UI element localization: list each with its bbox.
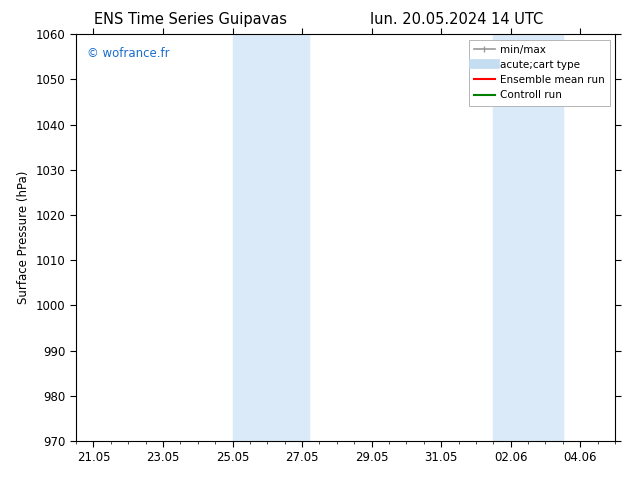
- Bar: [493, 34, 521, 441]
- Y-axis label: Surface Pressure (hPa): Surface Pressure (hPa): [17, 171, 30, 304]
- Text: ENS Time Series Guipavas: ENS Time Series Guipavas: [94, 12, 287, 27]
- Bar: [521, 34, 563, 441]
- Bar: [233, 34, 268, 441]
- Bar: [268, 34, 309, 441]
- Legend: min/max, acute;cart type, Ensemble mean run, Controll run: min/max, acute;cart type, Ensemble mean …: [469, 40, 610, 105]
- Text: lun. 20.05.2024 14 UTC: lun. 20.05.2024 14 UTC: [370, 12, 543, 27]
- Text: © wofrance.fr: © wofrance.fr: [87, 47, 169, 59]
